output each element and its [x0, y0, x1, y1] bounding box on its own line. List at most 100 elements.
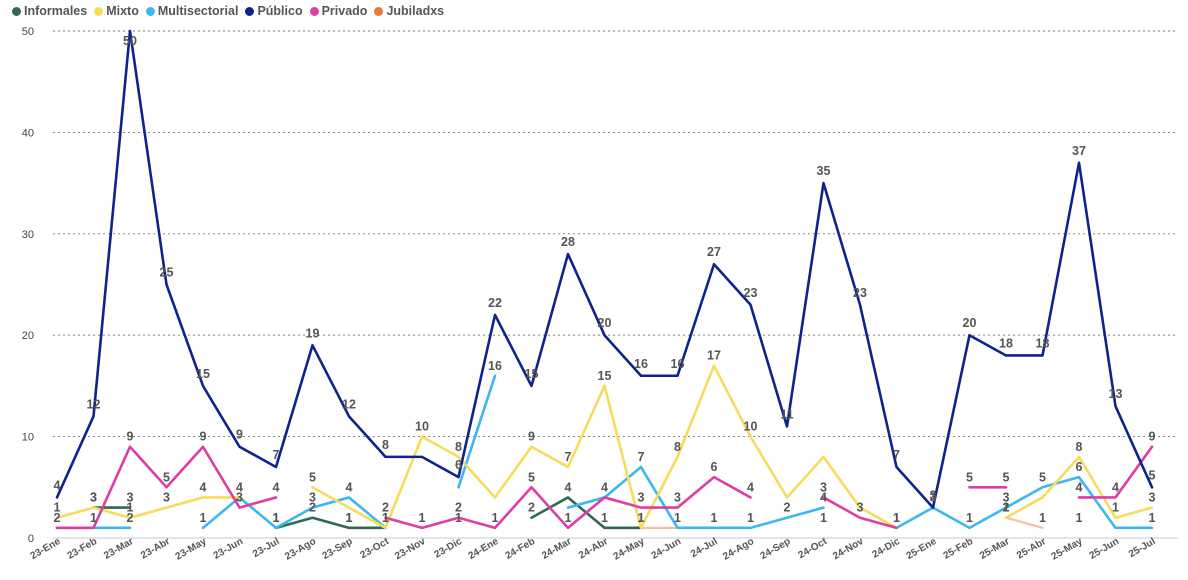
series-line-privado[interactable] [55, 445, 278, 530]
data-label-publico: 28 [561, 235, 575, 249]
x-tick-label: 23-Feb [66, 536, 99, 562]
gridlines [53, 30, 1178, 539]
data-label-multisectorial: 1 [273, 511, 280, 525]
x-tick-label: 24-Ago [721, 536, 756, 562]
data-label-privado: 5 [163, 470, 170, 484]
data-label-privado: 2 [382, 501, 389, 515]
data-label-multisectorial: 1 [711, 511, 718, 525]
legend-marker-icon [145, 6, 155, 16]
legend-label: Jubiladxs [386, 4, 445, 18]
legend: Informales Mixto Multisectorial Público … [12, 2, 451, 20]
data-label-mixto: 1 [893, 511, 900, 525]
data-label-mixto: 1 [382, 511, 389, 525]
data-label-mixto: 8 [674, 440, 681, 454]
data-label-privado: 4 [273, 480, 280, 494]
data-label-mixto: 1 [54, 501, 61, 515]
x-tick-label: 25-Jul [1127, 536, 1158, 560]
data-label-privado: 4 [747, 480, 754, 494]
x-tick-label: 24-Sep [759, 536, 793, 562]
series-line-informales[interactable] [274, 516, 387, 530]
data-label-informales: 1 [382, 511, 389, 525]
series-line-publico[interactable] [55, 29, 1154, 509]
legend-item-publico[interactable]: Público [245, 4, 303, 18]
data-label-publico: 6 [455, 458, 462, 472]
legend-item-informales[interactable]: Informales [12, 4, 87, 18]
series-line-jubiladxs[interactable] [1004, 516, 1044, 529]
legend-label: Público [257, 4, 303, 18]
legend-label: Mixto [106, 4, 139, 18]
x-tick-label: 24-Oct [797, 536, 830, 561]
data-label-privado: 1 [90, 511, 97, 525]
x-tick-label: 24-May [612, 536, 647, 563]
series-line-mixto[interactable] [1004, 455, 1154, 520]
series-line-privado[interactable] [384, 475, 752, 530]
legend-item-privado[interactable]: Privado [309, 4, 367, 18]
data-label-mixto: 5 [309, 470, 316, 484]
data-label-privado: 9 [1149, 430, 1156, 444]
data-label-jubiladxs: 1 [1039, 511, 1046, 525]
data-label-multisectorial: 4 [601, 480, 608, 494]
series-line-privado[interactable] [1077, 445, 1154, 499]
legend-item-mixto[interactable]: Mixto [94, 4, 139, 18]
data-label-multisectorial: 7 [638, 450, 645, 464]
data-label-mixto: 1 [638, 511, 645, 525]
data-label-publico: 4 [54, 478, 61, 492]
data-label-mixto: 8 [1076, 440, 1083, 454]
data-label-publico: 22 [488, 296, 502, 310]
data-label-multisectorial: 6 [1076, 460, 1083, 474]
x-tick-label: 23-Sep [321, 536, 355, 562]
y-tick-label: 0 [28, 533, 34, 545]
data-label-privado: 4 [1112, 480, 1119, 494]
series-line-multisectorial[interactable] [457, 374, 497, 489]
data-label-publico: 15 [525, 367, 539, 381]
series-line-multisectorial[interactable] [895, 475, 1154, 530]
data-label-informales: 1 [601, 511, 608, 525]
data-label-multisectorial: 4 [236, 480, 243, 494]
series-line-multisectorial[interactable] [566, 465, 825, 530]
legend-item-jubiladxs[interactable]: Jubiladxs [374, 4, 444, 18]
legend-marker-icon [12, 6, 21, 16]
x-tick-label: 25-Abr [1015, 536, 1048, 561]
data-label-publico: 5 [1149, 468, 1156, 482]
data-label-mixto: 10 [744, 420, 758, 434]
data-label-multisectorial: 16 [488, 359, 502, 373]
series-line-mixto[interactable] [55, 496, 241, 520]
data-label-mixto: 4 [200, 480, 207, 494]
data-label-publico: 23 [853, 286, 867, 300]
series-line-multisectorial[interactable] [201, 496, 387, 530]
x-tick-label: 24-Abr [577, 536, 610, 561]
data-label-multisectorial: 2 [784, 501, 791, 515]
y-tick-label: 30 [22, 229, 34, 241]
data-label-jubiladxs: 1 [1003, 501, 1010, 515]
data-label-publico: 27 [707, 245, 721, 259]
data-label-privado: 3 [857, 501, 864, 515]
data-label-mixto: 3 [1149, 491, 1156, 505]
data-label-privado: 3 [674, 491, 681, 505]
data-label-mixto: 9 [528, 430, 535, 444]
data-label-publico: 16 [634, 357, 648, 371]
legend-marker-icon [245, 6, 255, 16]
data-label-mixto: 3 [90, 491, 97, 505]
series-line-mixto[interactable] [311, 364, 898, 530]
data-label-publico: 20 [598, 316, 612, 330]
data-label-publico: 18 [1036, 336, 1050, 350]
data-label-publico: 16 [671, 357, 685, 371]
data-label-informales: 1 [638, 511, 645, 525]
data-label-privado: 2 [54, 511, 61, 525]
data-label-mixto: 15 [598, 369, 612, 383]
x-tick-label: 23-Oct [359, 536, 392, 561]
data-label-publico: 23 [744, 286, 758, 300]
data-label-publico: 7 [273, 448, 280, 462]
data-label-privado: 6 [711, 460, 718, 474]
x-tick-label: 23-May [174, 536, 209, 563]
data-label-informales: 3 [127, 491, 134, 505]
x-tick-label: 25-Ene [905, 536, 939, 562]
data-label-publico: 11 [780, 407, 793, 421]
legend-item-multisectorial[interactable]: Multisectorial [145, 4, 238, 18]
data-label-jubiladxs: 1 [346, 511, 353, 525]
series-line-privado[interactable] [822, 496, 898, 530]
data-label-jubiladxs: 1 [455, 511, 462, 525]
data-label-privado: 5 [528, 470, 535, 484]
x-tick-label: 24-Ene [467, 536, 501, 562]
